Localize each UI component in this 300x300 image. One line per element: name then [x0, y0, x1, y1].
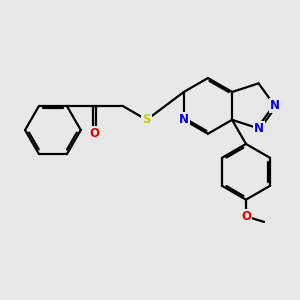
Text: N: N [270, 99, 280, 112]
Text: O: O [90, 127, 100, 140]
Text: O: O [241, 210, 251, 223]
Text: N: N [254, 122, 264, 135]
Text: N: N [179, 113, 189, 126]
Text: S: S [142, 113, 151, 126]
